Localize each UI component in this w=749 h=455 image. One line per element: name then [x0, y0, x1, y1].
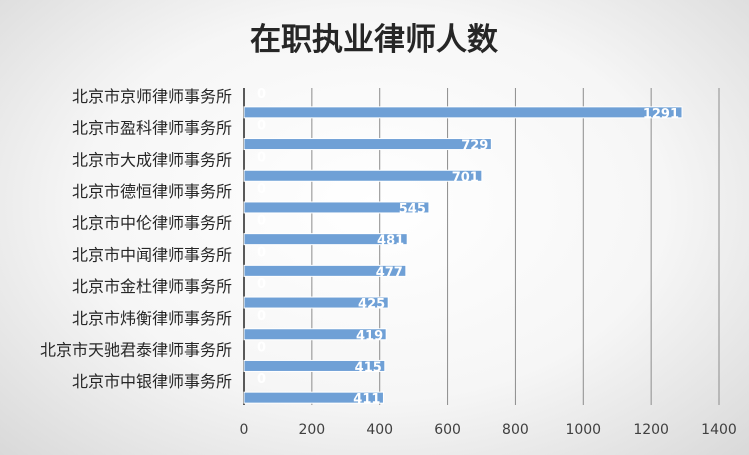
data-label-zero: 0 — [257, 340, 266, 355]
category-label: 北京市大成律师事务所 — [72, 150, 232, 169]
data-label: 419 — [356, 329, 383, 344]
x-tick-label: 1000 — [565, 422, 601, 438]
x-tick-label: 1400 — [701, 422, 737, 438]
category-label: 北京市德恒律师事务所 — [72, 182, 232, 201]
bar — [243, 328, 387, 341]
category-label: 北京市盈科律师事务所 — [72, 119, 232, 138]
data-label-zero: 0 — [257, 214, 266, 229]
data-label: 415 — [355, 360, 382, 375]
category-label: 北京市金杜律师事务所 — [72, 277, 232, 296]
data-label-zero: 0 — [257, 119, 266, 134]
data-label: 411 — [353, 392, 380, 407]
category-label: 北京市京师律师事务所 — [72, 87, 232, 106]
bar — [243, 264, 407, 277]
data-label: 477 — [376, 265, 403, 280]
bar — [243, 169, 483, 182]
x-tick-label: 400 — [366, 422, 393, 438]
gridlines — [243, 88, 720, 405]
category-label: 北京市中闻律师事务所 — [72, 245, 232, 264]
data-label: 701 — [452, 170, 479, 185]
bar — [243, 106, 683, 119]
data-label: 481 — [377, 234, 404, 249]
bar — [243, 201, 430, 214]
data-label: 729 — [461, 139, 488, 154]
data-label: 545 — [399, 202, 426, 217]
category-label: 北京市中银律师事务所 — [72, 372, 232, 391]
bars — [243, 106, 683, 404]
bar — [243, 233, 408, 246]
chart-title: 在职执业律师人数 — [250, 22, 498, 58]
x-tick-label: 200 — [298, 422, 325, 438]
data-label-zero: 0 — [257, 309, 266, 324]
x-tick-label: 1200 — [633, 422, 669, 438]
category-label: 北京市中伦律师事务所 — [72, 214, 232, 233]
data-label-zero: 0 — [257, 277, 266, 292]
data-label-zero: 0 — [257, 182, 266, 197]
x-tick-label: 800 — [502, 422, 529, 438]
data-label-zero: 0 — [257, 150, 266, 165]
x-tick-label: 600 — [434, 422, 461, 438]
bar — [243, 359, 386, 372]
data-label-zero: 0 — [257, 245, 266, 260]
category-label: 北京市炜衡律师事务所 — [72, 309, 232, 328]
category-label: 北京市天驰君泰律师事务所 — [40, 340, 232, 359]
data-label-zero: 0 — [257, 87, 266, 102]
data-label: 425 — [358, 297, 385, 312]
bar — [243, 138, 492, 151]
data-label: 1291 — [643, 107, 679, 122]
labels: 0 200 400 600 800 1000 1200 1400 北京市京师律师事务所 0 1291… — [40, 87, 737, 438]
x-tick-label: 0 — [240, 422, 249, 438]
data-label-zero: 0 — [257, 372, 266, 387]
bar — [243, 391, 384, 404]
bar — [243, 296, 389, 309]
